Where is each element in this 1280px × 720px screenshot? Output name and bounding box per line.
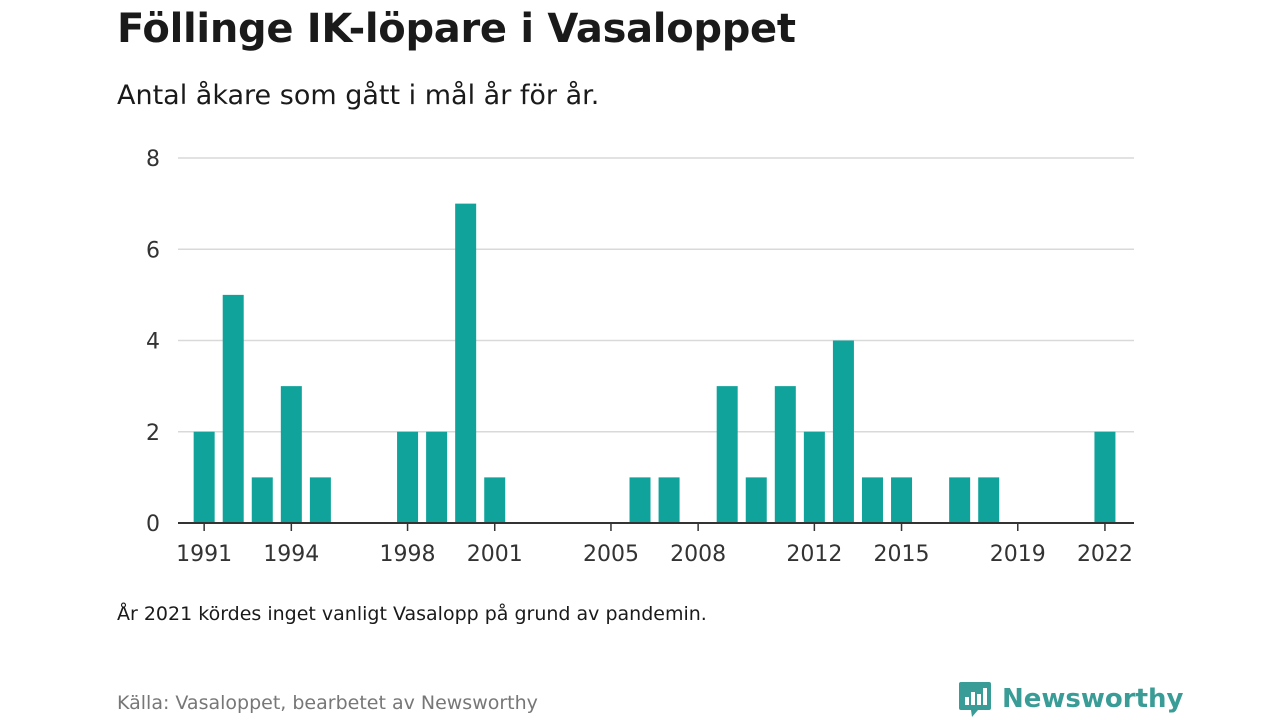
x-tick-label: 1994 xyxy=(263,542,319,567)
bar xyxy=(891,477,913,523)
bar-chart: 0 2 4 6 8 1991 1994 1998 2001 2005 2008 2012 2015 20… xyxy=(146,147,1134,567)
footnote: År 2021 kördes inget vanligt Vasalopp på… xyxy=(117,603,707,625)
y-tick-label: 2 xyxy=(146,421,160,446)
source-credit: Källa: Vasaloppet, bearbetet av Newswort… xyxy=(117,692,538,714)
bar xyxy=(193,431,215,523)
bar xyxy=(280,386,302,523)
bars xyxy=(193,203,1116,523)
y-axis-ticks: 0 2 4 6 8 xyxy=(146,147,160,537)
y-tick-label: 8 xyxy=(146,147,160,172)
bar xyxy=(426,431,448,523)
chart-subtitle: Antal åkare som gått i mål år för år. xyxy=(117,80,600,111)
bar xyxy=(455,203,477,523)
x-tick-label: 2012 xyxy=(786,542,842,567)
x-tick-label: 2019 xyxy=(990,542,1046,567)
newsworthy-brand: Newsworthy xyxy=(958,680,1183,718)
x-tick-label: 2015 xyxy=(874,542,930,567)
x-tick-label: 2005 xyxy=(583,542,639,567)
bar xyxy=(803,431,825,523)
bar xyxy=(949,477,971,523)
bar xyxy=(774,386,796,523)
bar xyxy=(251,477,273,523)
bar xyxy=(222,294,244,523)
y-tick-label: 0 xyxy=(146,512,160,537)
bar xyxy=(832,340,854,523)
y-tick-label: 6 xyxy=(146,238,160,263)
bar xyxy=(716,386,738,523)
bar xyxy=(1094,431,1116,523)
x-tick-label: 2022 xyxy=(1077,542,1133,567)
x-tick-label: 1991 xyxy=(176,542,232,567)
gridlines xyxy=(178,157,1134,433)
bar xyxy=(658,477,680,523)
brand-name: Newsworthy xyxy=(1002,684,1184,714)
chart-title: Föllinge IK-löpare i Vasaloppet xyxy=(117,6,796,52)
x-tick-label: 1998 xyxy=(380,542,436,567)
newsworthy-logo-icon xyxy=(959,682,991,717)
bar xyxy=(629,477,651,523)
bar xyxy=(861,477,883,523)
bar xyxy=(745,477,767,523)
bar xyxy=(484,477,506,523)
bar xyxy=(309,477,331,523)
x-tick-label: 2008 xyxy=(670,542,726,567)
bar xyxy=(978,477,1000,523)
y-tick-label: 4 xyxy=(146,330,160,355)
x-axis-ticks: 1991 1994 1998 2001 2005 2008 2012 2015 2019 2022 xyxy=(176,523,1133,567)
x-tick-label: 2001 xyxy=(467,542,523,567)
bar xyxy=(397,431,419,523)
